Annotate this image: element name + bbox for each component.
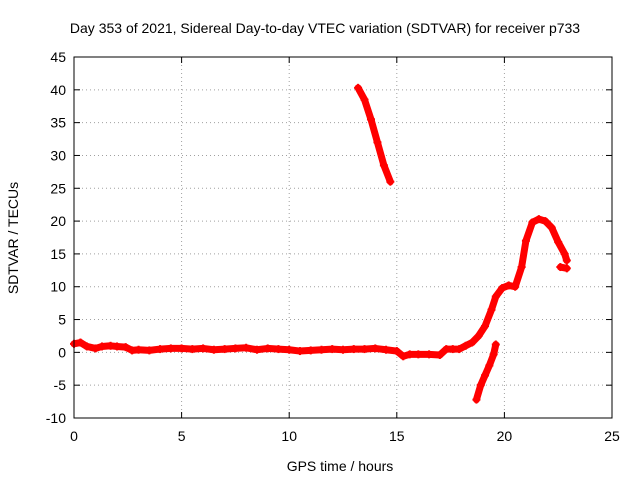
series-2	[354, 83, 395, 186]
x-tick-label: 25	[604, 428, 620, 444]
data-band-segment	[561, 250, 571, 264]
plot-frame	[73, 56, 613, 419]
data-band-segment	[380, 161, 394, 186]
tick-labels: -10 -5 0 5 10 15 20 25 30 35 40 45 0 5 10 15 20 25	[46, 49, 620, 444]
y-tick-label: 0	[58, 344, 66, 360]
data-band-segment	[556, 263, 571, 272]
axis-ticks	[73, 56, 613, 419]
data-points	[70, 83, 571, 404]
data-band-segment	[490, 340, 500, 358]
x-axis-label: GPS time / hours	[287, 458, 394, 474]
y-tick-label: 5	[58, 312, 66, 328]
series-1	[70, 215, 571, 361]
y-tick-label: 40	[50, 82, 66, 98]
y-tick-label: -10	[46, 410, 66, 426]
x-tick-label: 5	[178, 428, 186, 444]
y-tick-label: 30	[50, 147, 66, 163]
data-band-segment	[373, 138, 388, 169]
x-tick-label: 15	[389, 428, 405, 444]
x-tick-label: 10	[281, 428, 297, 444]
data-band-segment	[518, 237, 530, 271]
y-tick-label: 20	[50, 213, 66, 229]
chart-title: Day 353 of 2021, Sidereal Day-to-day VTE…	[70, 20, 580, 36]
x-tick-label: 20	[497, 428, 513, 444]
y-tick-label: -5	[54, 377, 67, 393]
series-4	[556, 263, 571, 273]
y-tick-label: 25	[50, 180, 66, 196]
x-tick-label: 0	[70, 428, 78, 444]
y-axis-label: SDTVAR / TECUs	[5, 182, 21, 294]
y-tick-label: 10	[50, 279, 66, 295]
grid-lines	[74, 57, 612, 418]
y-tick-label: 15	[50, 246, 66, 262]
y-tick-label: 35	[50, 115, 66, 131]
data-band-segment	[367, 115, 381, 146]
y-tick-label: 45	[50, 49, 66, 65]
series-3	[472, 340, 500, 404]
